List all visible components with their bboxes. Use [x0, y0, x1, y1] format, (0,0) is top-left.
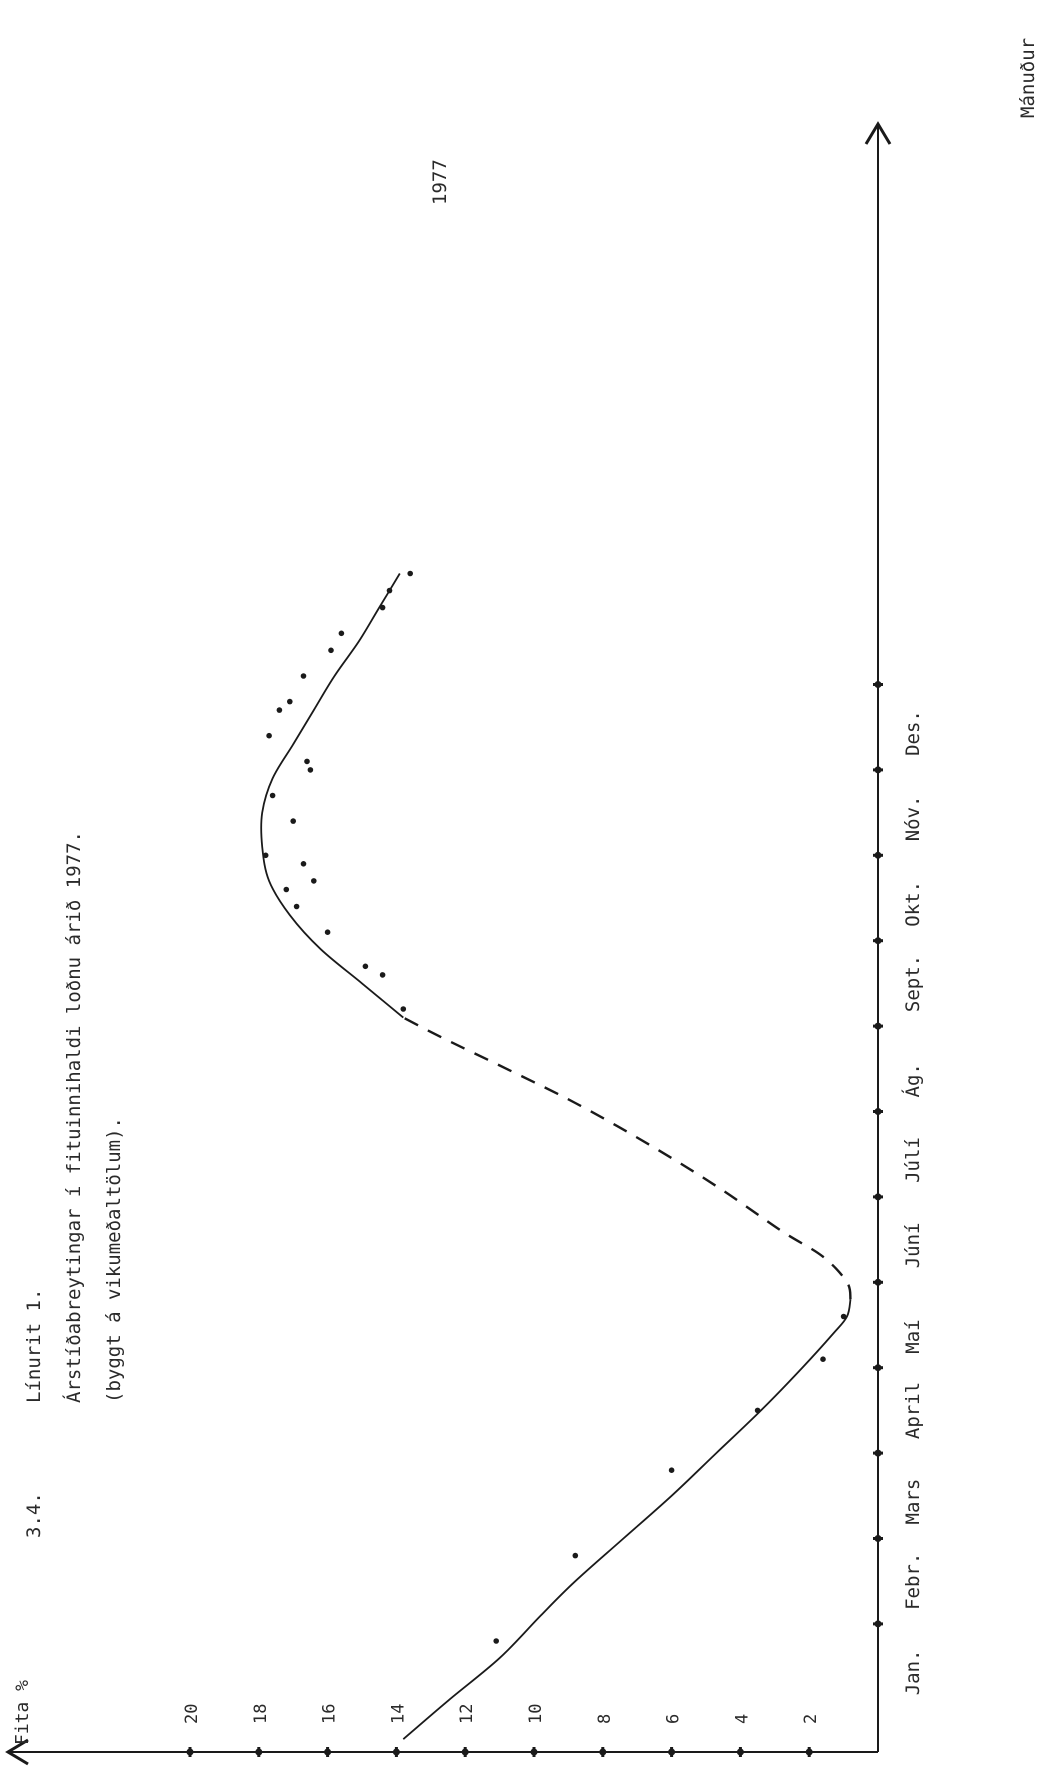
- month-label-3: April: [902, 1382, 924, 1439]
- data-point-20: [276, 707, 283, 713]
- value-tick-dot: [599, 1748, 607, 1756]
- month-tick-dot: [874, 1022, 882, 1030]
- month-tick-dot: [874, 1620, 882, 1628]
- data-point-2: [668, 1467, 675, 1473]
- month-label-9: Okt.: [902, 881, 924, 927]
- value-tick-dot: [186, 1748, 194, 1756]
- data-point-5: [840, 1313, 847, 1320]
- month-tick-dot: [874, 937, 882, 945]
- value-tick-dot: [530, 1748, 538, 1756]
- value-tick-label: 4: [732, 1714, 752, 1724]
- month-tick-dot: [874, 851, 882, 859]
- series-1977-line-early: [402, 1299, 852, 1740]
- data-point-16: [269, 792, 276, 799]
- value-tick-label: 14: [388, 1704, 408, 1724]
- month-label-10: Nóv.: [902, 796, 924, 842]
- month-label-5: Júní: [902, 1223, 924, 1269]
- month-tick-dot: [874, 1535, 882, 1542]
- data-point-11: [283, 886, 290, 893]
- data-point-23: [328, 647, 334, 654]
- value-tick-dot: [324, 1748, 332, 1756]
- value-tick-label: 10: [526, 1704, 546, 1724]
- month-tick-dot: [874, 1364, 882, 1372]
- chart-labels: 2 4 6 8 10 12 14 16 18 20 Jan. Febr. Mars April Maí Jún…: [12, 38, 1039, 1745]
- data-point-10: [293, 903, 300, 910]
- data-point-3: [754, 1407, 761, 1414]
- data-point-13: [300, 861, 307, 867]
- data-point-18: [304, 758, 310, 765]
- month-tick-dot: [874, 1278, 882, 1286]
- series-1977-line-interpolated: [402, 1016, 852, 1300]
- month-label-8: Sept.: [902, 955, 924, 1012]
- value-tick-label: 12: [457, 1704, 477, 1724]
- data-point-14: [262, 852, 269, 859]
- chart-axes: [5, 121, 892, 1766]
- month-axis-title: Mánuður: [1017, 38, 1039, 118]
- value-tick-label: 20: [182, 1704, 202, 1724]
- chart-points: [262, 570, 847, 1644]
- value-tick-label: 2: [801, 1714, 821, 1724]
- value-tick-dot: [805, 1748, 813, 1756]
- month-label-7: Ág.: [901, 1063, 924, 1097]
- value-tick-dot: [392, 1748, 400, 1756]
- data-point-6: [400, 1006, 407, 1012]
- month-tick-dot: [874, 681, 882, 688]
- month-label-11: Des.: [902, 710, 924, 756]
- month-label-1: Febr.: [902, 1553, 924, 1610]
- month-tick-dot: [874, 1108, 882, 1115]
- chart-heading: 3.4. Línurit 1. Árstíðabreytingar í fituin…: [23, 831, 125, 1538]
- data-point-12: [311, 878, 317, 884]
- data-point-9: [324, 929, 331, 935]
- month-tick-dot: [874, 1193, 882, 1201]
- data-point-25: [379, 604, 386, 611]
- data-point-15: [290, 818, 297, 824]
- value-tick-dot: [736, 1748, 744, 1756]
- value-axis-title: Fita %: [12, 1680, 33, 1745]
- data-point-26: [386, 587, 393, 594]
- data-point-0: [493, 1638, 500, 1644]
- data-point-7: [379, 972, 386, 978]
- data-point-27: [407, 570, 414, 577]
- data-point-21: [287, 698, 293, 705]
- data-point-22: [300, 673, 307, 679]
- month-axis-arrow: [864, 121, 892, 145]
- figure-note: (byggt á vikumeðaltölum).: [103, 1117, 125, 1403]
- figure-number: 3.4.: [23, 1492, 45, 1538]
- data-point-17: [307, 767, 314, 773]
- value-axis-arrow: [5, 1738, 29, 1766]
- month-label-6: Júlí: [902, 1137, 924, 1183]
- value-tick-dot: [461, 1748, 469, 1756]
- figure-subtitle: Árstíðabreytingar í fituinnihaldi loðnu …: [62, 831, 85, 1403]
- data-point-1: [572, 1552, 579, 1559]
- data-point-4: [820, 1356, 826, 1362]
- month-tick-dot: [874, 1449, 882, 1457]
- value-tick-label: 16: [320, 1704, 340, 1724]
- figure-title: Línurit 1.: [23, 1289, 45, 1403]
- series-1977-label: 1977: [429, 159, 451, 205]
- month-tick-dot: [874, 766, 882, 774]
- value-tick-dot: [668, 1748, 676, 1756]
- data-point-24: [338, 630, 345, 637]
- month-label-0: Jan.: [902, 1650, 924, 1696]
- data-point-8: [362, 963, 369, 970]
- series-1977-line-late: [260, 573, 404, 1019]
- value-tick-label: 18: [251, 1704, 271, 1724]
- value-tick-label: 8: [595, 1714, 615, 1724]
- chart-curves: [260, 573, 852, 1740]
- month-label-4: Maí: [902, 1319, 924, 1353]
- month-label-2: Mars: [902, 1479, 924, 1525]
- value-tick-dot: [255, 1748, 263, 1756]
- value-tick-label: 6: [664, 1714, 684, 1724]
- data-point-19: [266, 732, 272, 739]
